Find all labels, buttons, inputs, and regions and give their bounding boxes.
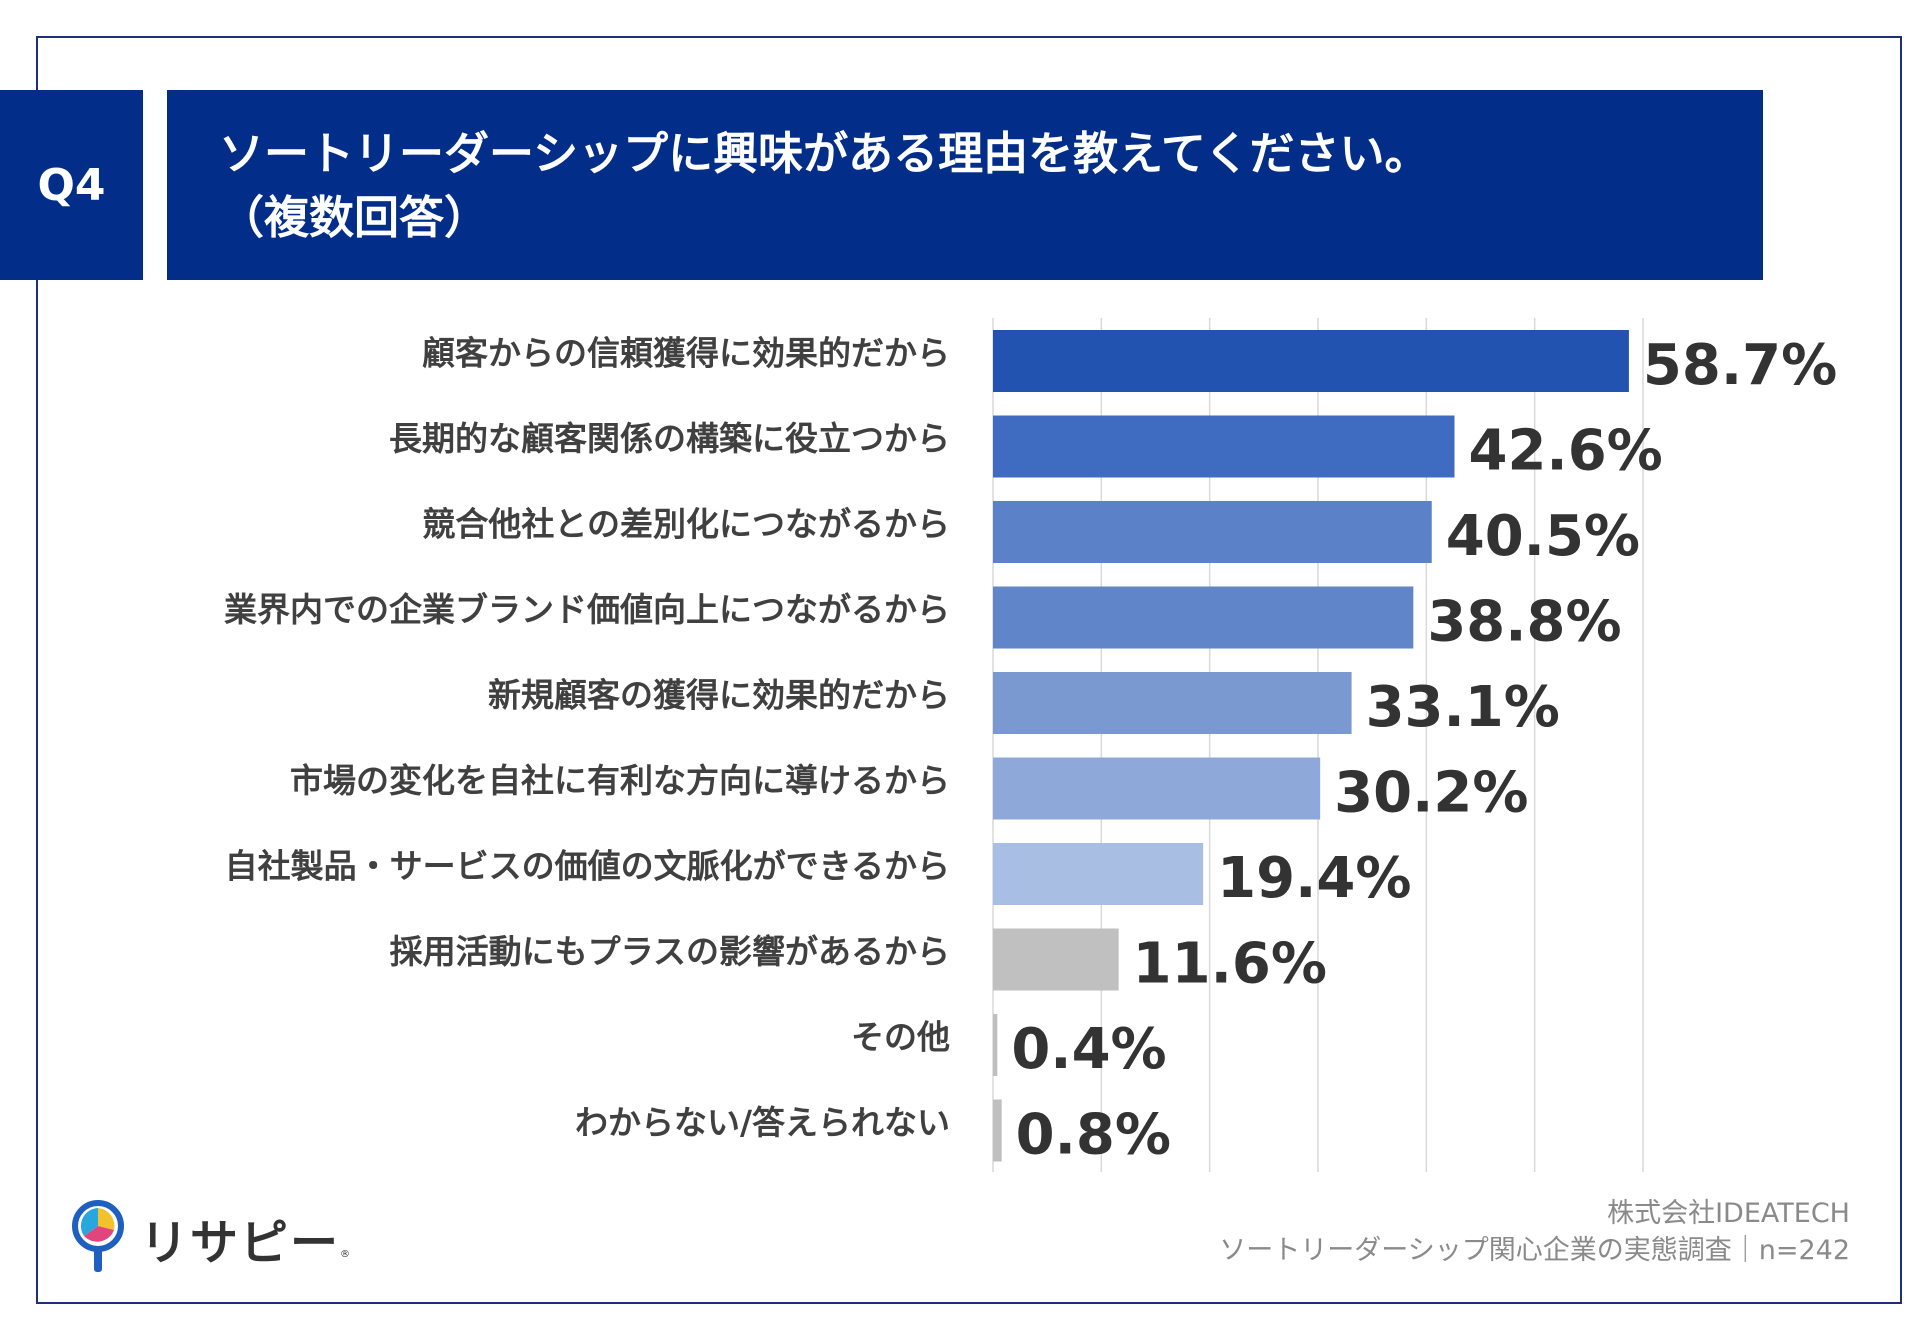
question-badge: Q4: [0, 90, 143, 280]
bar: [993, 586, 1414, 649]
bar: [993, 1014, 998, 1076]
bar: [993, 330, 1629, 392]
category-label: 自社製品・サービスの価値の文脈化ができるから: [225, 847, 950, 886]
bar: [993, 501, 1432, 563]
value-label: 42.6%: [1469, 419, 1663, 484]
value-label: 19.4%: [1217, 846, 1411, 911]
value-label: 38.8%: [1427, 590, 1621, 655]
bar: [993, 928, 1119, 991]
category-label: 顧客からの信頼獲得に効果的だから: [422, 334, 950, 373]
logo: リサピー ®: [70, 1200, 350, 1276]
value-label: 30.2%: [1334, 761, 1528, 826]
logo-text: リサピー: [140, 1215, 341, 1271]
value-label: 11.6%: [1133, 932, 1327, 997]
value-label: 58.7%: [1643, 333, 1837, 398]
value-label: 33.1%: [1366, 675, 1560, 740]
category-label: 業界内での企業ブランド価値向上につながるから: [224, 590, 950, 629]
title-line-1: ソートリーダーシップに興味がある理由を教えてください。: [219, 127, 1430, 180]
pin-icon: [72, 1200, 124, 1272]
value-label: 40.5%: [1446, 504, 1640, 569]
chart-frame: [36, 36, 1902, 1304]
category-label: 市場の変化を自社に有利な方向に導けるから: [290, 761, 950, 800]
value-label: 0.8%: [1016, 1103, 1171, 1168]
source-note: 株式会社IDEATECH ソートリーダーシップ関心企業の実態調査｜n=242: [1219, 1195, 1850, 1269]
title-line-2: （複数回答）: [219, 191, 490, 244]
bar: [993, 415, 1455, 478]
value-label: 0.4%: [1011, 1017, 1166, 1082]
registered-mark: ®: [340, 1249, 351, 1260]
question-title: ソートリーダーシップに興味がある理由を教えてください。 （複数回答）: [167, 90, 1763, 280]
bar: [993, 843, 1204, 905]
bar: [993, 672, 1352, 734]
category-label: わからない/答えられない: [575, 1103, 950, 1142]
bar: [993, 1099, 1002, 1162]
category-label: その他: [851, 1018, 950, 1057]
category-label: 長期的な顧客関係の構築に役立つから: [389, 419, 950, 458]
category-label: 新規顧客の獲得に効果的だから: [488, 676, 950, 715]
bar: [993, 757, 1321, 820]
source-company: 株式会社IDEATECH: [1607, 1198, 1850, 1229]
source-survey: ソートリーダーシップ関心企業の実態調査｜n=242: [1219, 1235, 1850, 1266]
category-label: 競合他社との差別化につながるから: [422, 505, 950, 544]
category-label: 採用活動にもプラスの影響があるから: [390, 932, 950, 971]
